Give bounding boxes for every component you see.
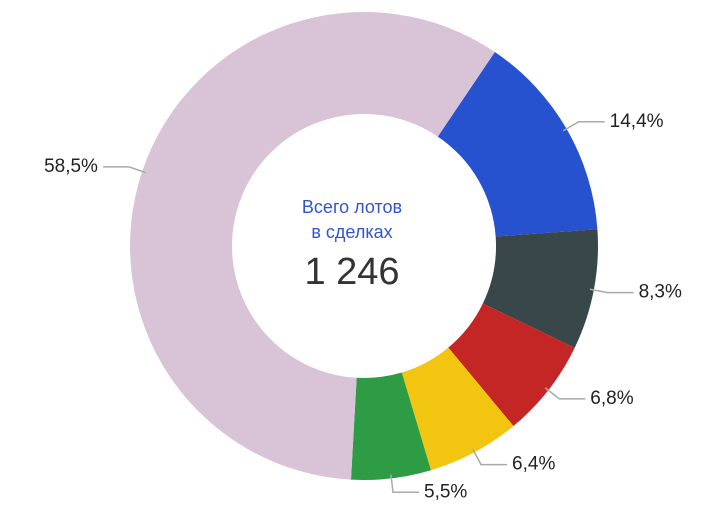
leader-line (102, 166, 147, 174)
leader-line (471, 448, 508, 466)
slice (350, 372, 431, 480)
slice (437, 52, 598, 237)
leader-line (544, 387, 586, 400)
data-label: 14,4% (610, 111, 664, 132)
data-label: 6,8% (590, 388, 633, 409)
data-label: 8,3% (639, 282, 682, 303)
center-title: Всего лотов (302, 197, 402, 217)
leader-line (589, 288, 634, 294)
slice (401, 347, 514, 471)
data-label: 58,5% (44, 156, 98, 177)
data-label: 6,4% (512, 454, 555, 475)
slice (448, 303, 575, 427)
center-total: 1 246 (304, 251, 399, 293)
leader-line (562, 121, 605, 132)
data-label: 5,5% (424, 481, 467, 502)
slice (130, 12, 495, 480)
slice (482, 229, 598, 348)
center-title: в сделках (311, 222, 392, 242)
leader-line (390, 474, 420, 494)
